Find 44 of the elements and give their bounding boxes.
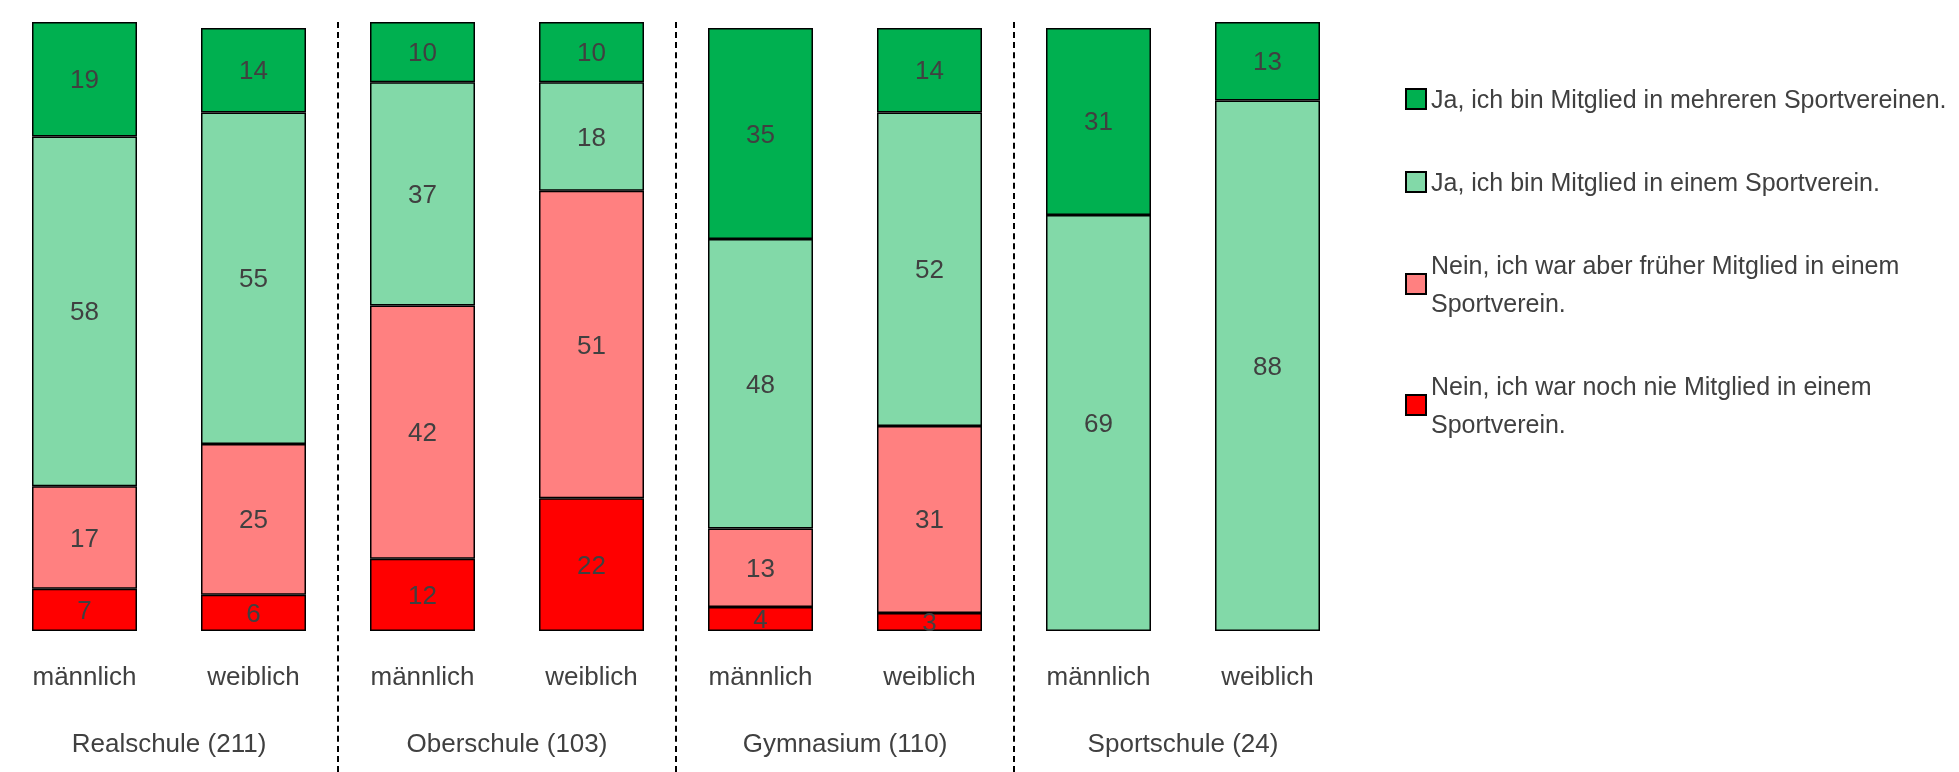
- data-label: 42: [408, 417, 437, 448]
- data-label: 55: [239, 263, 268, 294]
- data-label: 51: [577, 329, 606, 360]
- data-label: 10: [577, 37, 606, 68]
- x-tick-label: weiblich: [206, 661, 300, 691]
- legend-label: Nein, ich war noch nie Mitglied in einem Sportverein.: [1431, 372, 1879, 438]
- text: Gymnasium (110): [742, 728, 948, 759]
- data-label: 17: [70, 522, 99, 553]
- data-label: 12: [408, 579, 437, 610]
- x-tick-label: männlich: [370, 661, 475, 691]
- text: Realschule (211): [71, 728, 267, 759]
- data-label: 31: [915, 504, 944, 535]
- text: Sportschule (24): [1087, 728, 1279, 759]
- data-label: 88: [1253, 350, 1282, 381]
- x-tick-label: männlich: [1046, 661, 1151, 691]
- data-label: 35: [746, 118, 775, 149]
- legend-label: Ja, ich bin Mitglied in mehreren Sportvereinen.: [1431, 85, 1947, 113]
- legend-label: Ja, ich bin Mitglied in einem Sportverein.: [1431, 168, 1880, 196]
- data-label: 7: [77, 594, 92, 625]
- data-label: 4: [753, 603, 768, 634]
- data-label: 19: [70, 64, 99, 95]
- data-label: 13: [746, 552, 775, 583]
- data-label: 48: [746, 368, 775, 399]
- data-label: 58: [70, 296, 99, 327]
- x-tick-label: weiblich: [1220, 661, 1314, 691]
- data-label: 22: [577, 549, 606, 580]
- x-tick-label: männlich: [32, 661, 137, 691]
- x-tick-label: weiblich: [882, 661, 976, 691]
- data-label: 10: [408, 37, 437, 68]
- legend-label: Nein, ich war aber früher Mitglied in einem Sportverein.: [1431, 251, 1907, 317]
- data-label: 14: [239, 55, 268, 86]
- x-tick-label: weiblich: [544, 661, 638, 691]
- data-label: 52: [915, 254, 944, 285]
- x-tick-label: männlich: [708, 661, 813, 691]
- data-label: 37: [408, 178, 437, 209]
- data-label: 18: [577, 121, 606, 152]
- data-label: 3: [922, 606, 937, 637]
- text: Oberschule (103): [406, 728, 608, 759]
- data-label: 13: [1253, 46, 1282, 77]
- data-label: 6: [246, 597, 261, 628]
- data-label: 31: [1084, 106, 1113, 137]
- data-label: 14: [915, 55, 944, 86]
- data-label: 69: [1084, 407, 1113, 438]
- data-label: 25: [239, 504, 268, 535]
